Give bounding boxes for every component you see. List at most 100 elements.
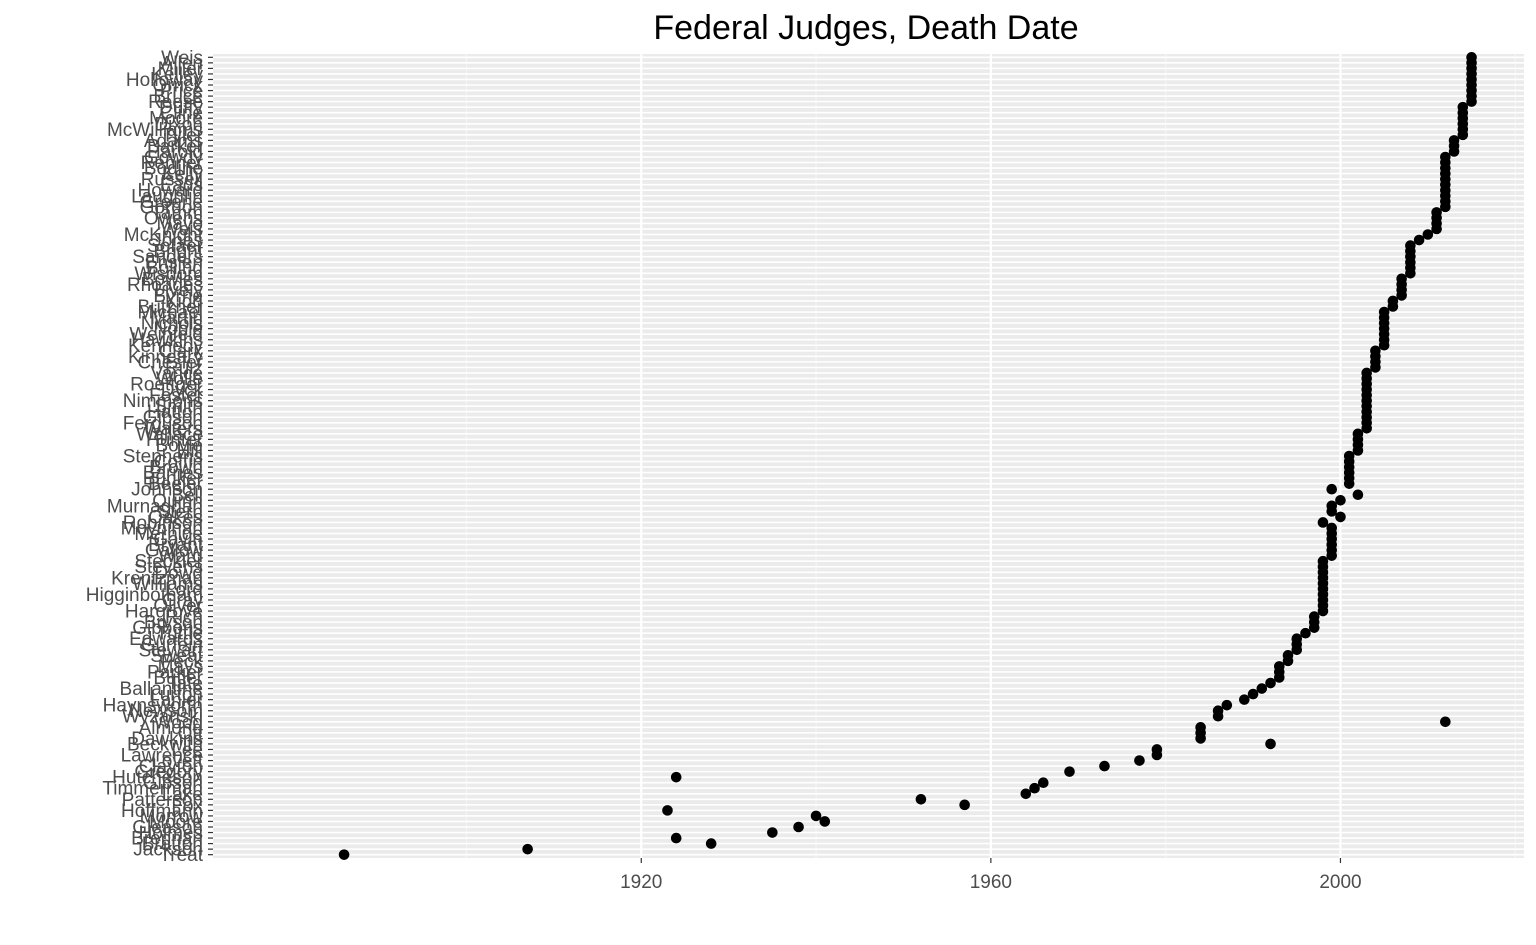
y-tick-label: Gurfein — [141, 635, 203, 656]
y-tick-label: Barnes — [143, 463, 203, 484]
y-tick-label: Hoffmann — [121, 801, 203, 822]
data-point — [1440, 716, 1451, 728]
y-tick-label: Haynsworth — [103, 696, 203, 717]
y-tick-label: Russell — [141, 170, 203, 191]
y-tick-label: Bowles — [142, 269, 203, 290]
y-tick-label: Jones — [152, 231, 203, 252]
y-tick-label: Beckwith — [127, 734, 203, 755]
y-tick-label: Moore — [149, 109, 203, 130]
y-tick-label: Vance — [151, 363, 203, 384]
x-axis-ticks — [640, 858, 1342, 863]
y-tick-label: Moore — [149, 812, 203, 833]
data-points — [338, 52, 1477, 860]
data-point — [1326, 483, 1338, 495]
y-tick-label: Kidd — [165, 291, 203, 312]
y-tick-label: Kelly — [162, 164, 204, 185]
y-tick-label: Dixon — [154, 114, 203, 135]
y-tick-label: Tuttle — [156, 624, 203, 645]
y-tick-label: Oliver — [153, 596, 203, 617]
data-point — [662, 805, 673, 816]
y-tick-label: Allen — [161, 53, 203, 74]
y-tick-label: Owens — [144, 208, 203, 229]
y-tick-label: Kelley — [151, 64, 203, 85]
y-tick-label: Merhige — [134, 524, 203, 545]
y-tick-label: Bunker — [143, 469, 204, 490]
y-tick-label: Kinneary — [128, 347, 203, 368]
y-tick-label: Jackson — [133, 840, 203, 861]
y-tick-label: Miller — [158, 59, 204, 80]
y-tick-label: McWilliams — [107, 120, 203, 141]
y-tick-label: Gibbons — [132, 618, 203, 639]
x-tick-label: 1960 — [970, 872, 1012, 893]
y-tick-label: Reese — [148, 92, 203, 113]
data-point — [793, 821, 804, 833]
y-tick-label: Renner — [141, 153, 204, 174]
y-tick-label: Martin — [150, 308, 203, 329]
data-point — [1273, 661, 1285, 672]
data-point — [1370, 345, 1381, 357]
y-tick-label: Higginbotham — [86, 585, 203, 606]
y-tick-label: Morrow — [140, 806, 204, 827]
data-point — [1352, 489, 1364, 501]
y-tick-label: Clark — [159, 341, 204, 362]
y-tick-label: Wolle — [156, 369, 203, 390]
data-point — [670, 832, 682, 844]
major-gridlines-y — [213, 56, 1524, 856]
y-tick-label: Weinfeld — [129, 325, 203, 346]
y-tick-label: Lee — [171, 740, 203, 761]
y-tick-label: Wood — [154, 712, 203, 733]
y-tick-label: Stern — [158, 502, 203, 523]
y-tick-label: Tyler — [162, 125, 204, 146]
data-point — [1282, 650, 1294, 661]
data-point — [1378, 306, 1390, 318]
data-point — [338, 849, 350, 860]
data-point — [767, 827, 778, 838]
data-point — [1134, 755, 1145, 766]
y-tick-label: Gowdy — [144, 147, 204, 168]
y-tick-label: Duffy — [159, 98, 204, 119]
data-point — [1335, 511, 1346, 523]
y-tick-label: Hill — [177, 441, 203, 462]
data-point — [1212, 705, 1224, 717]
data-point — [522, 843, 533, 855]
y-tick-label: Quinn — [152, 491, 203, 512]
y-tick-label: Bodine — [144, 159, 203, 180]
data-point — [1029, 782, 1040, 794]
data-point — [1431, 207, 1442, 218]
y-tick-label: Almond — [139, 718, 203, 739]
y-tick-label: Cline — [160, 103, 203, 124]
y-tick-label: Clayton — [139, 757, 203, 778]
y-tick-label: Bryant — [148, 535, 204, 556]
data-point — [1195, 722, 1206, 733]
data-point — [1247, 688, 1259, 700]
y-tick-label: Holloway — [126, 70, 204, 91]
data-point — [1405, 240, 1416, 251]
y-tick-label: Enslen — [145, 253, 203, 274]
y-tick-label: Rich — [165, 607, 203, 628]
data-point — [670, 771, 682, 783]
y-tick-label: Murnaghan — [107, 496, 203, 517]
y-tick-label: Barker — [147, 136, 204, 157]
data-point — [1300, 627, 1311, 639]
data-point — [1448, 135, 1460, 146]
y-tick-label: Kennedy — [128, 336, 204, 357]
y-tick-label: Brennan — [131, 829, 203, 850]
y-tick-label: Peck — [161, 651, 204, 672]
data-point — [705, 838, 717, 849]
y-tick-label: Bratton — [142, 834, 203, 855]
y-tick-label: Lawrence — [121, 746, 203, 767]
data-point — [810, 810, 822, 822]
y-tick-label: Foster — [149, 386, 204, 407]
y-tick-label: Gibson — [143, 773, 203, 794]
y-tick-label: Butler — [153, 668, 203, 689]
y-tick-label: Waters — [144, 419, 203, 440]
y-tick-label: Wisdom — [134, 264, 203, 285]
y-tick-label: Newsom — [129, 701, 203, 722]
y-tick-label: Dawkins — [131, 729, 203, 750]
data-point — [1064, 766, 1075, 777]
y-tick-label: Stewart — [139, 640, 204, 661]
y-tick-label: Gibson — [143, 408, 203, 429]
data-point — [1466, 52, 1477, 63]
y-tick-label: Coffin — [154, 452, 203, 473]
